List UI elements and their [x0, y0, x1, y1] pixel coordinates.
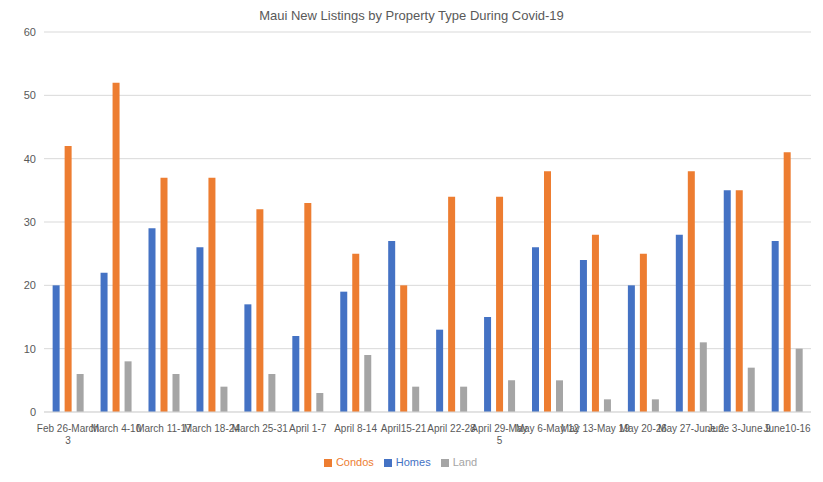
svg-text:May 6-May 12: May 6-May 12: [515, 423, 579, 434]
svg-text:June 3-June 9: June 3-June 9: [707, 423, 771, 434]
html-text:5: 5: [496, 435, 503, 446]
html-text:Feb 26-March: Feb 26-March: [36, 423, 100, 434]
svg-text:May 27-June 2: May 27-June 2: [658, 423, 725, 434]
svg-text:50: 50: [24, 89, 36, 101]
svg-text:May 20-26: May 20-26: [619, 423, 667, 434]
svg-text:May 13-May 19: May 13-May 19: [560, 423, 630, 434]
svg-text:April 22-28: April 22-28: [427, 423, 476, 434]
html-text:April 29-May: April 29-May: [471, 423, 528, 434]
svg-text:60: 60: [24, 26, 36, 38]
svg-text:March 18-24: March 18-24: [183, 423, 240, 434]
svg-text:April15-21: April15-21: [381, 423, 427, 434]
svg-text:March 25-31: March 25-31: [232, 423, 289, 434]
html-text:Land: Land: [452, 456, 478, 468]
svg-text:March 11-17: March 11-17: [136, 423, 192, 434]
html-text:3: 3: [65, 435, 71, 446]
svg-text:20: 20: [24, 279, 36, 291]
svg-text:April 8-14: April 8-14: [334, 423, 377, 434]
html-text:Maui New Listings by Property: Maui New Listings by Property Type Durin…: [259, 8, 564, 23]
svg-text:April 1-7: April 1-7: [289, 423, 327, 434]
svg-text:10: 10: [24, 343, 36, 355]
svg-text:0: 0: [30, 406, 36, 418]
html-text:Condos: Condos: [335, 456, 374, 468]
svg-text:30: 30: [24, 216, 36, 228]
svg-text:June10-16: June10-16: [763, 423, 811, 434]
svg-text:March 4-10: March 4-10: [91, 423, 142, 434]
svg-text:40: 40: [24, 153, 36, 165]
html-text:Homes: Homes: [395, 456, 431, 468]
